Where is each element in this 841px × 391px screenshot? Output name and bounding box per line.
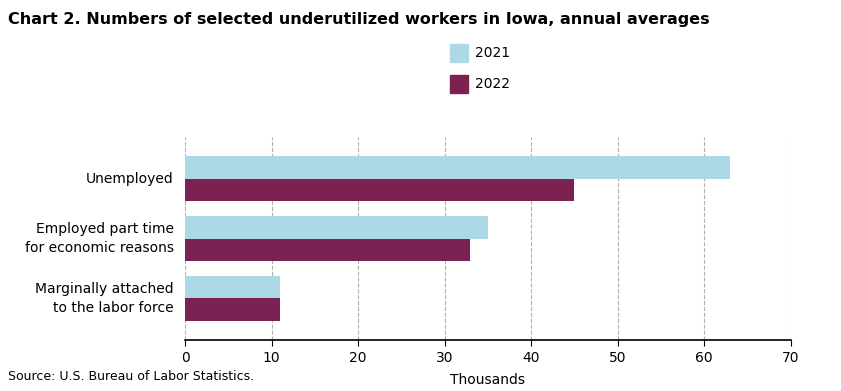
Bar	[185, 276, 280, 298]
Bar	[185, 298, 280, 321]
Bar	[185, 179, 574, 201]
Text: 2022: 2022	[475, 77, 510, 91]
Bar	[185, 216, 488, 239]
Text: 2021: 2021	[475, 46, 510, 60]
Text: Chart 2. Numbers of selected underutilized workers in Iowa, annual averages: Chart 2. Numbers of selected underutiliz…	[8, 12, 710, 27]
Text: Source: U.S. Bureau of Labor Statistics.: Source: U.S. Bureau of Labor Statistics.	[8, 370, 255, 383]
Bar	[185, 156, 730, 179]
Bar	[185, 239, 470, 261]
X-axis label: Thousands: Thousands	[450, 373, 526, 387]
